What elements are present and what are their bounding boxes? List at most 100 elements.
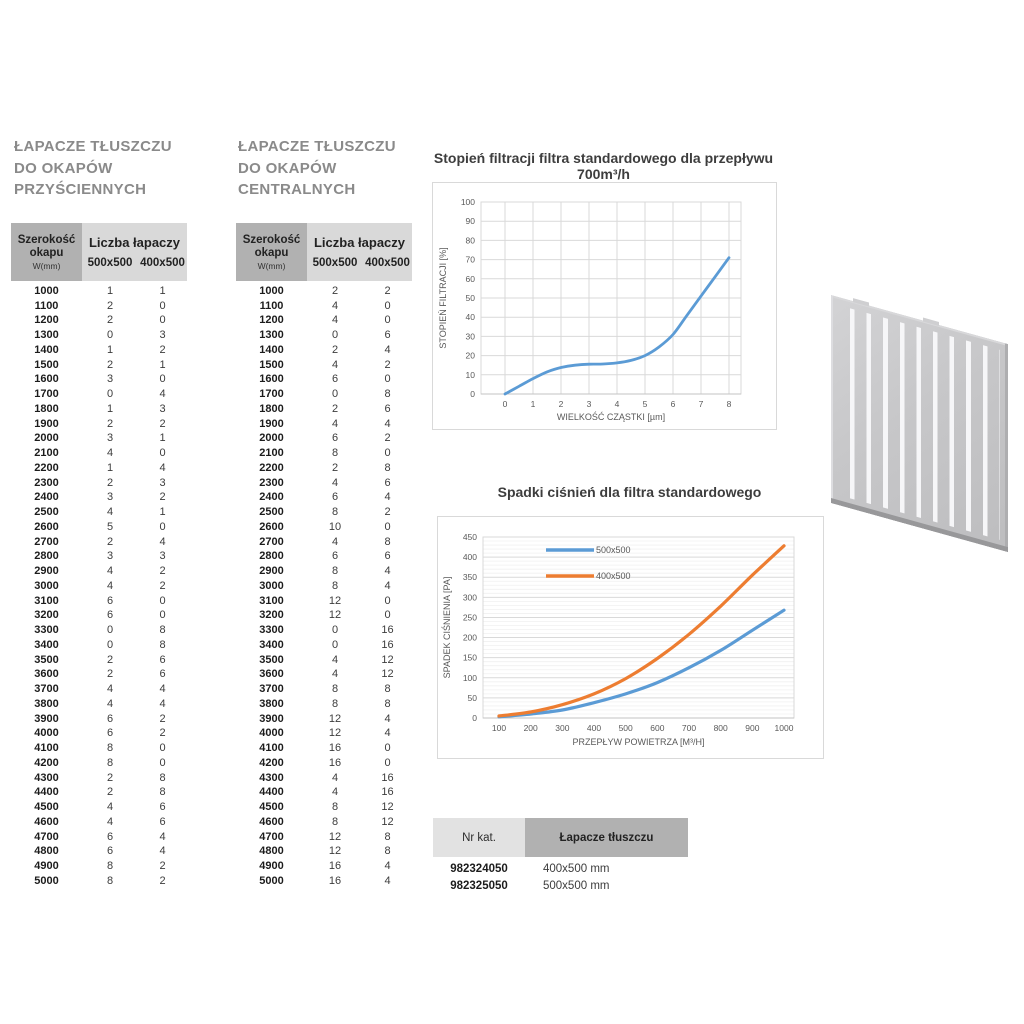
central-table-title: ŁAPACZE TŁUSZCZU DO OKAPÓW CENTRALNYCH [238, 138, 396, 198]
table-row: 2900 4 2 [34, 565, 166, 578]
grease-filter-image [831, 295, 1008, 553]
svg-text:STOPIEŃ FILTRACJI [%]: STOPIEŃ FILTRACJI [%] [438, 247, 448, 348]
svg-text:90: 90 [466, 216, 476, 226]
svg-text:SPADEK CIŚNIENIA [PA]: SPADEK CIŚNIENIA [PA] [441, 577, 452, 679]
svg-text:4: 4 [615, 399, 620, 409]
table-row: 4700 12 8 [259, 830, 391, 843]
table-row: 3800 8 8 [259, 697, 391, 710]
svg-text:100: 100 [492, 723, 506, 733]
svg-text:400: 400 [587, 723, 601, 733]
product-header: Łapacze tłuszczu [525, 818, 688, 857]
table-row: 4000 6 2 [34, 727, 166, 740]
count-header-label: Liczba łapaczy [313, 235, 406, 250]
svg-text:1000: 1000 [775, 723, 794, 733]
table-row: 1300 0 3 [34, 329, 166, 342]
svg-text:700: 700 [682, 723, 696, 733]
width-header-unit: W(mm) [257, 260, 286, 271]
svg-text:200: 200 [524, 723, 538, 733]
svg-text:100: 100 [461, 197, 475, 207]
svg-text:50: 50 [466, 293, 476, 303]
table-row: 1400 2 4 [259, 343, 391, 356]
pressure-chart-frame: 0 50 100 150 200 250 300 350 400 450 100 200 300 400 5… [437, 516, 824, 759]
table-row: 4800 12 8 [259, 845, 391, 858]
table-row: 4600 8 12 [259, 815, 394, 828]
table-row: 3300 0 16 [259, 624, 394, 637]
table-row: 2600 5 0 [34, 520, 166, 533]
size-400x500-label: 400x500 [365, 257, 410, 269]
svg-text:8: 8 [727, 399, 732, 409]
table-row: 2900 8 4 [259, 565, 391, 578]
table-row: 4200 8 0 [34, 756, 166, 769]
table-row: 5000 8 2 [34, 874, 166, 887]
table-row: 2800 3 3 [34, 550, 166, 563]
table-row: 2400 6 4 [259, 491, 391, 504]
table-row: 1600 6 0 [259, 373, 391, 386]
svg-text:1: 1 [531, 399, 536, 409]
table-row: 4600 4 6 [34, 815, 166, 828]
table-row: 3000 4 2 [34, 579, 166, 592]
central-table-header: Szerokość okapu W(mm) Liczba łapaczy 500… [236, 223, 412, 281]
filtration-chart-title: Stopień filtracji filtra standardowego d… [433, 150, 774, 182]
table-row: 3500 4 12 [259, 653, 394, 666]
table-row: 1600 3 0 [34, 373, 166, 386]
central-table: Szerokość okapu W(mm) Liczba łapaczy 500… [236, 223, 412, 889]
svg-text:350: 350 [463, 572, 477, 582]
table-row: 2200 2 8 [259, 461, 391, 474]
table-row: 3100 6 0 [34, 594, 166, 607]
table-row: 2100 8 0 [259, 447, 391, 460]
table-row: 3400 0 8 [34, 638, 166, 651]
table-row: 4300 2 8 [34, 771, 166, 784]
table-row: 1300 0 6 [259, 329, 391, 342]
table-row: 1800 2 6 [259, 402, 391, 415]
table-row: 2100 4 0 [34, 447, 166, 460]
svg-text:400x500: 400x500 [596, 571, 631, 581]
table-row: 2300 2 3 [34, 476, 166, 489]
table-row: 1900 2 2 [34, 417, 166, 430]
table-row: 3700 4 4 [34, 683, 166, 696]
table-row: 2700 2 4 [34, 535, 166, 548]
order-table-body: 982324050 400x500 mm 982325050 500x500 mm [433, 860, 688, 894]
table-row: 4100 8 0 [34, 742, 166, 755]
table-row: 1100 2 0 [34, 299, 166, 312]
table-row: 1500 4 2 [259, 358, 391, 371]
table-row: 4800 6 4 [34, 845, 166, 858]
table-row: 1100 4 0 [259, 299, 391, 312]
wall-table-body: 1000 1 1 1100 2 0 1200 2 0 1300 0 3 1400 1 2 1500 2 1 1600… [11, 284, 187, 889]
svg-text:450: 450 [463, 532, 477, 542]
svg-text:10: 10 [466, 370, 476, 380]
wall-table-header: Szerokość okapu W(mm) Liczba łapaczy 500… [11, 223, 187, 281]
count-header-label: Liczba łapaczy [88, 235, 181, 250]
table-row: 2000 6 2 [259, 432, 391, 445]
svg-text:2: 2 [559, 399, 564, 409]
table-row: 4500 4 6 [34, 801, 166, 814]
table-row: 3700 8 8 [259, 683, 391, 696]
table-row: 1500 2 1 [34, 358, 166, 371]
svg-text:600: 600 [650, 723, 664, 733]
central-col-count-header: Liczba łapaczy 500x500 400x500 [307, 223, 412, 281]
table-row: 1800 1 3 [34, 402, 166, 415]
table-row: 2200 1 4 [34, 461, 166, 474]
svg-text:300: 300 [555, 723, 569, 733]
svg-text:100: 100 [463, 673, 477, 683]
size-500x500-label: 500x500 [87, 257, 133, 269]
order-table-row: 982324050 400x500 mm [450, 862, 610, 875]
svg-text:50: 50 [468, 693, 478, 703]
svg-text:300: 300 [463, 592, 477, 602]
wall-col-count-header: Liczba łapaczy 500x500 400x500 [82, 223, 187, 281]
table-row: 3000 8 4 [259, 579, 391, 592]
svg-text:PRZEPŁYW POWIETRZA [M³/H]: PRZEPŁYW POWIETRZA [M³/H] [572, 737, 704, 747]
svg-text:5: 5 [643, 399, 648, 409]
pressure-chart: 0 50 100 150 200 250 300 350 400 450 100 200 300 400 5… [441, 532, 795, 747]
table-row: 4500 8 12 [259, 801, 394, 814]
width-header-unit: W(mm) [32, 260, 61, 271]
central-col-width-header: Szerokość okapu W(mm) [236, 223, 307, 281]
size-500x500-label: 500x500 [312, 257, 358, 269]
width-header-label: Szerokość okapu [17, 233, 76, 259]
table-row: 1200 4 0 [259, 314, 391, 327]
table-row: 1700 0 4 [34, 388, 166, 401]
table-row: 2300 4 6 [259, 476, 391, 489]
table-row: 4900 16 4 [259, 860, 391, 873]
svg-text:0: 0 [472, 713, 477, 723]
svg-text:60: 60 [466, 274, 476, 284]
table-row: 3400 0 16 [259, 638, 394, 651]
